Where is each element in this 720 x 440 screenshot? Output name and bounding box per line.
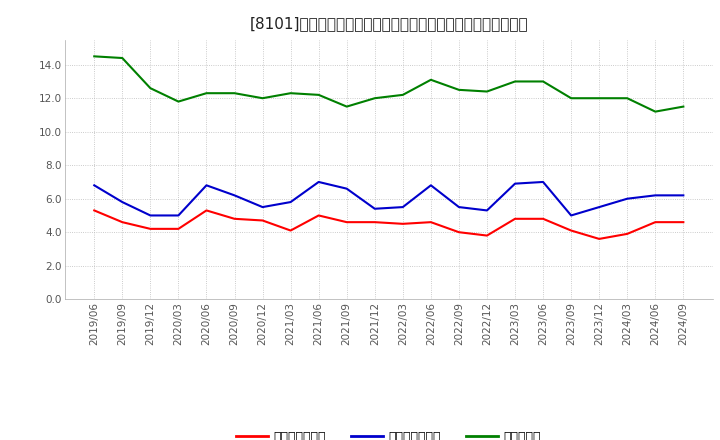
買入債務回転率 — [258, 205, 267, 210]
売上債権回転率 — [595, 236, 603, 242]
買入債務回転率 — [146, 213, 155, 218]
売上債権回転率 — [567, 228, 575, 233]
買入債務回転率 — [510, 181, 519, 186]
売上債権回転率 — [202, 208, 211, 213]
売上債権回転率 — [539, 216, 547, 221]
売上債権回転率 — [482, 233, 491, 238]
買入債務回転率 — [679, 193, 688, 198]
売上債権回転率 — [679, 220, 688, 225]
Line: 売上債権回転率: 売上債権回転率 — [94, 210, 683, 239]
買入債務回転率 — [482, 208, 491, 213]
買入債務回転率 — [371, 206, 379, 211]
Title: [8101]　売上債権回転率、買入債務回転率、在庫回転率の推移: [8101] 売上債権回転率、買入債務回転率、在庫回転率の推移 — [250, 16, 528, 32]
在庫回転率 — [258, 95, 267, 101]
Line: 買入債務回転率: 買入債務回転率 — [94, 182, 683, 216]
在庫回転率 — [623, 95, 631, 101]
売上債権回転率 — [90, 208, 99, 213]
売上債権回転率 — [315, 213, 323, 218]
在庫回転率 — [146, 85, 155, 91]
買入債務回転率 — [287, 199, 295, 205]
在庫回転率 — [230, 91, 239, 96]
売上債権回転率 — [426, 220, 435, 225]
売上債権回転率 — [174, 226, 183, 231]
売上債権回転率 — [287, 228, 295, 233]
在庫回転率 — [343, 104, 351, 109]
在庫回転率 — [371, 95, 379, 101]
売上債権回転率 — [454, 230, 463, 235]
在庫回転率 — [510, 79, 519, 84]
Line: 在庫回転率: 在庫回転率 — [94, 56, 683, 112]
買入債務回転率 — [230, 193, 239, 198]
売上債権回転率 — [371, 220, 379, 225]
売上債権回転率 — [146, 226, 155, 231]
買入債務回転率 — [398, 205, 407, 210]
在庫回転率 — [482, 89, 491, 94]
在庫回転率 — [567, 95, 575, 101]
買入債務回転率 — [539, 180, 547, 185]
売上債権回転率 — [510, 216, 519, 221]
買入債務回転率 — [343, 186, 351, 191]
買入債務回転率 — [567, 213, 575, 218]
在庫回転率 — [90, 54, 99, 59]
売上債権回転率 — [343, 220, 351, 225]
在庫回転率 — [174, 99, 183, 104]
買入債務回転率 — [454, 205, 463, 210]
買入債務回転率 — [315, 180, 323, 185]
売上債権回転率 — [230, 216, 239, 221]
買入債務回転率 — [623, 196, 631, 202]
買入債務回転率 — [118, 199, 127, 205]
買入債務回転率 — [595, 205, 603, 210]
在庫回転率 — [679, 104, 688, 109]
売上債権回転率 — [398, 221, 407, 227]
在庫回転率 — [398, 92, 407, 98]
在庫回転率 — [651, 109, 660, 114]
在庫回転率 — [315, 92, 323, 98]
買入債務回転率 — [426, 183, 435, 188]
在庫回転率 — [118, 55, 127, 61]
在庫回転率 — [539, 79, 547, 84]
買入債務回転率 — [651, 193, 660, 198]
買入債務回転率 — [174, 213, 183, 218]
売上債権回転率 — [623, 231, 631, 237]
売上債権回転率 — [258, 218, 267, 223]
在庫回転率 — [426, 77, 435, 82]
在庫回転率 — [595, 95, 603, 101]
売上債権回転率 — [651, 220, 660, 225]
売上債権回転率 — [118, 220, 127, 225]
在庫回転率 — [287, 91, 295, 96]
Legend: 売上債権回転率, 買入債務回転率, 在庫回転率: 売上債権回転率, 買入債務回転率, 在庫回転率 — [231, 426, 546, 440]
在庫回転率 — [202, 91, 211, 96]
買入債務回転率 — [90, 183, 99, 188]
在庫回転率 — [454, 87, 463, 92]
買入債務回転率 — [202, 183, 211, 188]
